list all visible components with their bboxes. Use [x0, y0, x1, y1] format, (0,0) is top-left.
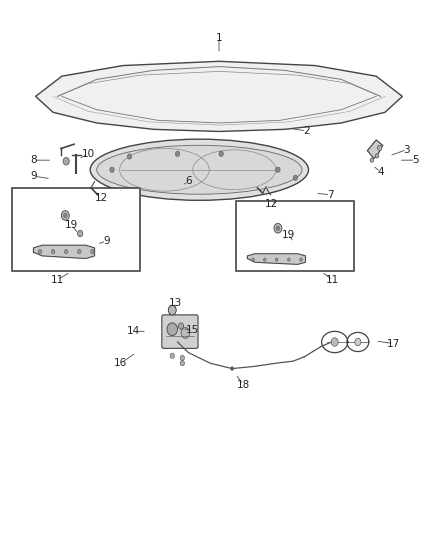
- Circle shape: [78, 249, 81, 254]
- Circle shape: [63, 158, 69, 165]
- Text: 9: 9: [103, 236, 110, 246]
- Circle shape: [219, 151, 223, 157]
- Circle shape: [180, 356, 184, 361]
- Text: 10: 10: [81, 149, 95, 159]
- Circle shape: [252, 258, 254, 261]
- Circle shape: [180, 361, 184, 366]
- Circle shape: [375, 154, 379, 158]
- Circle shape: [61, 211, 69, 220]
- Circle shape: [370, 158, 374, 163]
- Circle shape: [175, 151, 180, 157]
- Polygon shape: [367, 140, 383, 159]
- Text: 5: 5: [412, 155, 419, 165]
- Circle shape: [38, 249, 42, 254]
- Circle shape: [355, 338, 361, 346]
- Text: 17: 17: [387, 338, 400, 349]
- Text: 1: 1: [215, 33, 223, 43]
- Circle shape: [300, 258, 302, 261]
- Circle shape: [78, 230, 83, 237]
- Text: 6: 6: [185, 176, 192, 187]
- FancyBboxPatch shape: [162, 315, 198, 349]
- Circle shape: [64, 213, 67, 217]
- Text: 11: 11: [326, 275, 339, 285]
- Circle shape: [167, 323, 177, 336]
- Circle shape: [51, 249, 55, 254]
- Text: 3: 3: [403, 144, 410, 155]
- Text: 8: 8: [30, 155, 37, 165]
- Circle shape: [264, 258, 266, 261]
- Circle shape: [276, 226, 280, 230]
- Circle shape: [91, 249, 94, 254]
- Circle shape: [274, 223, 282, 233]
- Circle shape: [168, 305, 176, 315]
- Text: 11: 11: [51, 275, 64, 285]
- Circle shape: [378, 146, 382, 151]
- Text: 12: 12: [265, 199, 278, 209]
- Text: 9: 9: [30, 171, 37, 181]
- Circle shape: [181, 328, 190, 338]
- Circle shape: [293, 175, 297, 180]
- Circle shape: [288, 258, 290, 261]
- Circle shape: [276, 167, 280, 172]
- Text: 19: 19: [281, 230, 295, 240]
- Ellipse shape: [90, 139, 308, 200]
- Bar: [237, 200, 354, 271]
- Bar: [12, 188, 141, 271]
- Polygon shape: [35, 61, 403, 132]
- Circle shape: [276, 258, 278, 261]
- Ellipse shape: [97, 146, 302, 194]
- Text: 13: 13: [169, 297, 182, 308]
- Text: 15: 15: [186, 325, 199, 335]
- Circle shape: [230, 367, 234, 370]
- Circle shape: [127, 154, 132, 159]
- Text: 14: 14: [127, 326, 141, 336]
- Circle shape: [331, 338, 338, 346]
- Text: 7: 7: [327, 190, 334, 200]
- Text: 18: 18: [237, 379, 250, 390]
- Circle shape: [64, 249, 68, 254]
- Circle shape: [178, 323, 184, 329]
- Polygon shape: [247, 254, 305, 264]
- Text: 2: 2: [303, 126, 310, 136]
- Text: 4: 4: [377, 167, 384, 177]
- Text: 12: 12: [95, 193, 108, 204]
- Circle shape: [170, 353, 174, 359]
- Text: 19: 19: [65, 220, 78, 230]
- Text: 16: 16: [114, 358, 127, 368]
- Circle shape: [110, 167, 114, 172]
- Polygon shape: [33, 245, 95, 259]
